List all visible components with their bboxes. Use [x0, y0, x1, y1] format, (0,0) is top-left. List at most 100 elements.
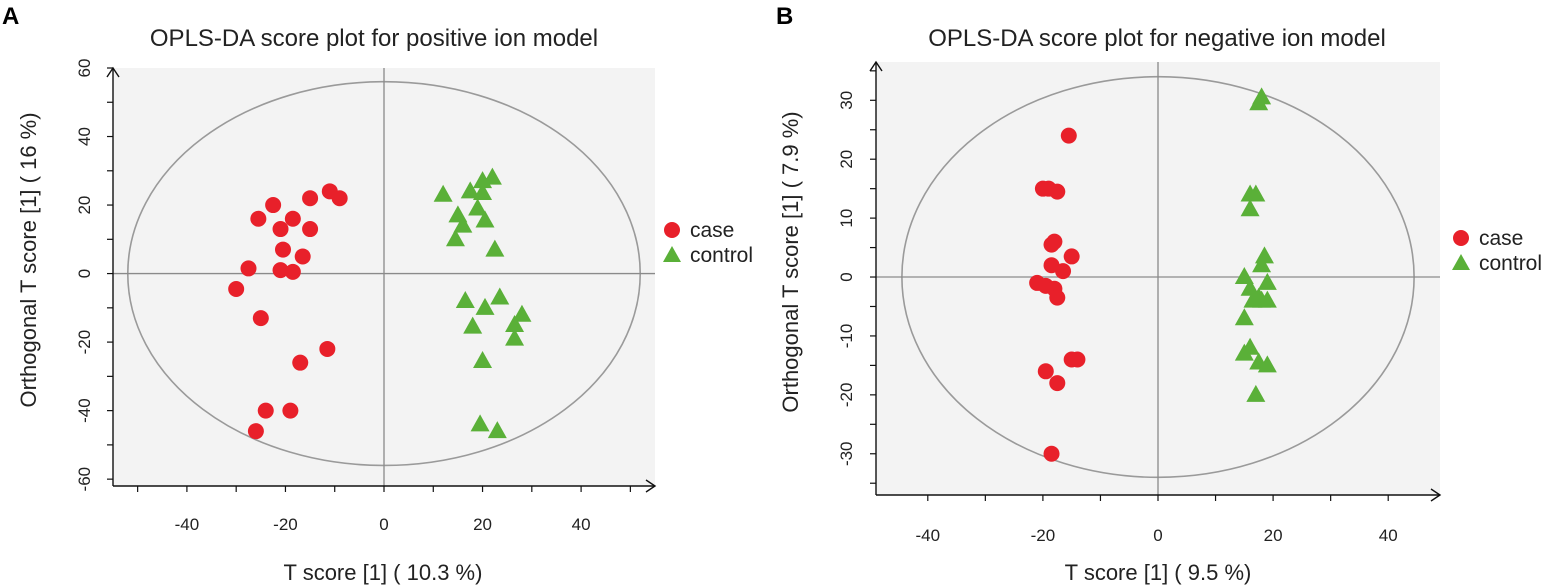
- panel-a-y-tick-label: 20: [75, 196, 94, 215]
- panel-a-control-point: [463, 316, 483, 334]
- panel-b-y-tick-label: -20: [837, 383, 856, 408]
- panel-b-control-point: [1257, 355, 1277, 373]
- panel-a-x-tick-label: 20: [473, 515, 492, 534]
- panel-b: B OPLS-DA score plot for negative ion mo…: [776, 3, 1542, 585]
- panel-a-y-tick-label: -60: [75, 467, 94, 492]
- panel-b-y-axis-label: Orthogonal T score [1] ( 7.9 %): [778, 111, 803, 412]
- panel-b-control-point: [1234, 267, 1254, 285]
- panel-a-title: OPLS-DA score plot for positive ion mode…: [150, 25, 598, 52]
- panel-a-y-tick-label: 40: [75, 127, 94, 146]
- panel-a-control-point: [485, 239, 505, 257]
- panel-letter-b: B: [776, 3, 793, 30]
- panel-b-case-point: [1060, 127, 1077, 144]
- panel-b-y-tick-label: -10: [837, 324, 856, 349]
- panel-a-control-point: [475, 210, 495, 228]
- panel-a-y-axis-label: Orthogonal T score [1] ( 16 %): [16, 112, 41, 407]
- panel-b-case-point: [1055, 263, 1072, 280]
- panel-a-case-point: [228, 280, 245, 297]
- panel-b-y-tick-label: 30: [837, 91, 856, 110]
- panel-b-y-tick-label: 20: [837, 150, 856, 169]
- panel-a-legend-control-marker: [663, 246, 681, 262]
- panel-b-control-point: [1240, 199, 1260, 217]
- panel-a-x-tick-label: 0: [379, 515, 388, 534]
- panel-b-control-point: [1257, 272, 1277, 290]
- panel-a-case-point: [284, 210, 301, 227]
- panel-b-control-point: [1246, 384, 1266, 402]
- panel-a-control-point: [505, 314, 525, 332]
- panel-b-x-axis-label: T score [1] ( 9.5 %): [1065, 560, 1252, 585]
- panel-b-case-point: [1063, 248, 1080, 265]
- panel-a-y-tick-label: -40: [75, 398, 94, 423]
- panel-a-case-point: [250, 210, 267, 227]
- panel-a-x-tick-label: -40: [175, 515, 200, 534]
- panel-a-case-point: [294, 248, 311, 265]
- panel-b-y-tick-label: 10: [837, 209, 856, 228]
- panel-b-x-tick-label: 40: [1379, 526, 1398, 545]
- panel-a-control-point: [482, 167, 502, 185]
- panel-a-case-point: [247, 423, 264, 440]
- panel-b-title: OPLS-DA score plot for negative ion mode…: [928, 25, 1386, 52]
- panel-b-x-tick-label: 0: [1153, 526, 1162, 545]
- panel-a-x-axis-label: T score [1] ( 10.3 %): [284, 560, 483, 585]
- panel-b-case-point: [1043, 445, 1060, 462]
- panel-a-x-axis-arrow: [645, 479, 657, 493]
- panel-a-legend-case-label: case: [690, 219, 734, 242]
- panel-a-control-point: [490, 287, 510, 305]
- panel-a-control-point: [475, 297, 495, 315]
- panel-a-case-point: [302, 190, 319, 207]
- panel-a-x-tick-label: -20: [273, 515, 298, 534]
- panel-a-case-point: [265, 197, 282, 214]
- panel-b-case-point: [1049, 183, 1066, 200]
- panel-a-control-point: [473, 183, 493, 201]
- panel-a-control-point: [460, 181, 480, 199]
- panel-a-legend-case-marker: [664, 222, 680, 238]
- panel-a-legend-control-label: control: [690, 244, 753, 267]
- panel-a-case-point: [257, 402, 274, 419]
- panel-a-x-tick-label: 40: [572, 515, 591, 534]
- panel-a-control-point: [470, 414, 490, 432]
- panel-b-case-point: [1049, 375, 1066, 392]
- panel-a-control-point: [512, 304, 532, 322]
- panel-b-legend-case-marker: [1453, 230, 1469, 246]
- panel-b-x-tick-label: -40: [916, 526, 941, 545]
- panel-a-case-point: [272, 221, 289, 238]
- panel-a-case-point: [284, 263, 301, 280]
- panel-b-case-point: [1049, 289, 1066, 306]
- panel-a-case-point: [240, 260, 257, 277]
- panel-a-control-point: [487, 421, 507, 439]
- panel-b-control-point: [1257, 290, 1277, 308]
- panel-b-x-tick-label: -20: [1031, 526, 1056, 545]
- panel-a-y-tick-label: -20: [75, 330, 94, 355]
- panel-a-control-point: [445, 229, 465, 247]
- panel-a-control-point: [455, 290, 475, 308]
- panel-a-case-point: [272, 262, 289, 279]
- panel-b-control-point: [1249, 93, 1269, 111]
- panel-a-control-point: [473, 350, 493, 368]
- panel-letter-a: A: [2, 3, 19, 30]
- panel-a-legend: case control: [663, 219, 753, 267]
- panel-a-case-point: [302, 221, 319, 238]
- panel-a-control-point: [453, 215, 473, 233]
- panel-b-legend-control-marker: [1452, 254, 1470, 270]
- panel-b-case-point: [1037, 363, 1054, 380]
- panel-b-x-axis-arrow: [1430, 488, 1442, 502]
- panel-b-legend-case-label: case: [1479, 227, 1523, 250]
- panel-b-legend-control-label: control: [1479, 252, 1542, 275]
- panel-a-y-tick-label: 60: [75, 59, 94, 78]
- panel-a: A OPLS-DA score plot for positive ion mo…: [2, 3, 753, 585]
- panel-a-control-point: [505, 328, 525, 346]
- panel-b-case-point: [1069, 351, 1086, 368]
- panel-b-control-point: [1240, 278, 1260, 296]
- panel-b-y-tick-label: 0: [837, 272, 856, 281]
- panel-a-case-point: [319, 340, 336, 357]
- panel-b-control-point: [1234, 308, 1254, 326]
- panel-b-y-tick-label: -30: [837, 441, 856, 466]
- panel-b-control-point: [1234, 343, 1254, 361]
- panel-a-case-point: [274, 241, 291, 258]
- panel-b-x-tick-label: 20: [1264, 526, 1283, 545]
- panel-a-case-point: [331, 190, 348, 207]
- panel-b-case-point: [1043, 236, 1060, 253]
- panel-a-case-point: [252, 310, 269, 327]
- panel-b-control-point: [1252, 255, 1272, 273]
